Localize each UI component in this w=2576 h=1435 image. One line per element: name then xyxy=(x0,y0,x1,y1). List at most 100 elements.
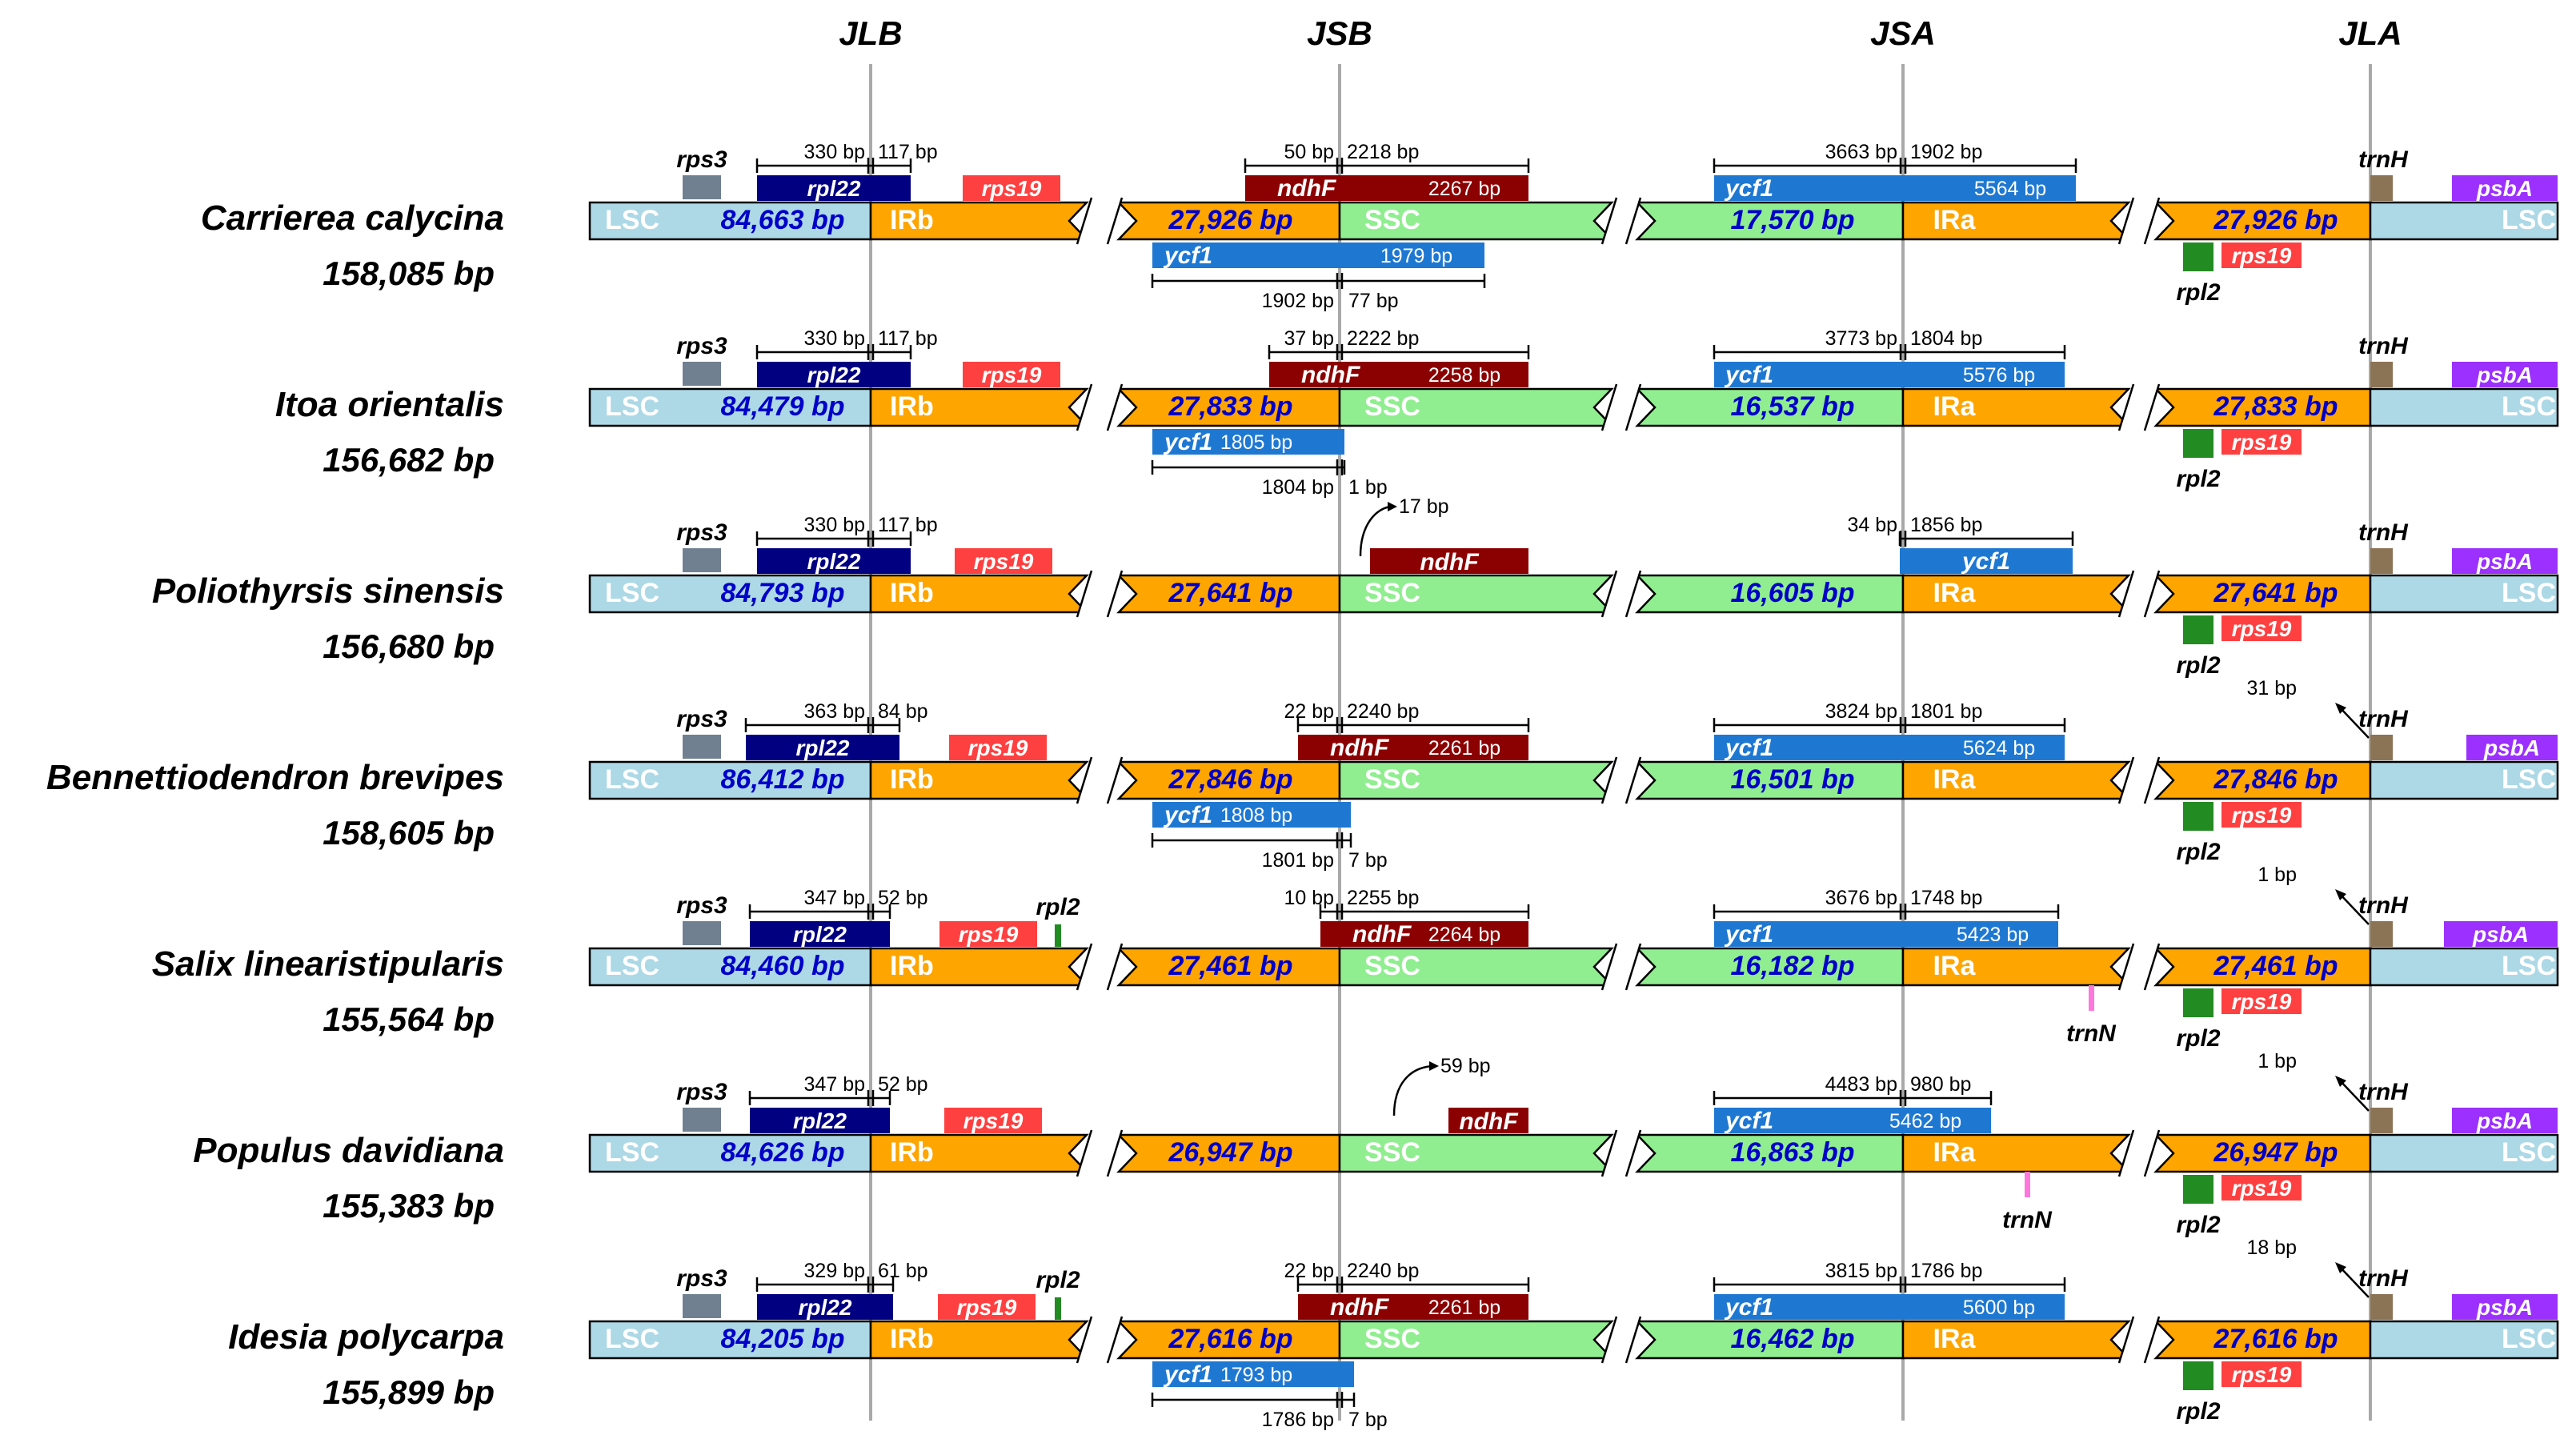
gene-rpl22-label: rpl22 xyxy=(796,736,850,760)
region-label-irb: IRb xyxy=(890,1137,934,1168)
gene-ycf1-small xyxy=(1152,802,1351,828)
break-slash xyxy=(2117,197,2135,245)
ndhF-arrowhead xyxy=(1429,1061,1439,1071)
jla-arrow xyxy=(2338,705,2370,739)
jsa-scale-left-bp: 3815 bp xyxy=(1825,1260,1897,1282)
gene-rps3 xyxy=(683,1108,721,1132)
gene-psbA-label: psbA xyxy=(2472,922,2529,947)
region-label-ira: IRa xyxy=(1933,764,1977,795)
gene-ndhF-length: 2264 bp xyxy=(1428,924,1500,946)
genome-size: 158,085 bp xyxy=(323,255,495,292)
gene-ycf1-small xyxy=(1152,243,1484,268)
species-name: Populus davidiana xyxy=(193,1131,504,1170)
gene-ycf1-length: 5462 bp xyxy=(1889,1110,1961,1132)
jlb-scale-left-bp: 347 bp xyxy=(804,1073,865,1096)
gene-psbA-label: psbA xyxy=(2476,363,2533,387)
gene-rps19-top xyxy=(963,362,1060,387)
gene-ndhF-label: ndhF xyxy=(1420,549,1479,575)
region-ssc-left xyxy=(1338,387,1614,427)
gene-ycf1-small-length: 1805 bp xyxy=(1220,431,1292,454)
gene-ycf1-small-length: 1808 bp xyxy=(1220,804,1292,827)
region-ssc-left xyxy=(1338,1320,1614,1360)
region-label-irb: IRb xyxy=(890,951,934,981)
gene-rps3 xyxy=(683,548,721,572)
break-slash xyxy=(2143,197,2161,245)
break-slash xyxy=(1625,1316,1642,1364)
gene-rps19-top xyxy=(944,1108,1042,1133)
region-ira-right xyxy=(2153,1320,2372,1360)
jsb-bottom-scale-right-bp: 1 bp xyxy=(1348,476,1388,499)
jsa-scale-right-bp: 1804 bp xyxy=(1910,327,1982,350)
jsb-bottom-scale-right-bp: 77 bp xyxy=(1348,290,1399,312)
break-slash xyxy=(1600,943,1618,991)
region-label-irb: IRb xyxy=(890,578,934,608)
region-ssc-right xyxy=(1635,1133,1905,1173)
region-length-ssc: 16,182 bp xyxy=(1731,951,1855,981)
region-label-lsc: LSC xyxy=(605,764,659,795)
gene-ycf1 xyxy=(1714,362,2065,387)
gene-rps19-top-label: rps19 xyxy=(957,1295,1017,1320)
gene-rps3-label: rps3 xyxy=(676,706,727,732)
gene-rpl22 xyxy=(750,1108,890,1133)
gene-rps19-bottom xyxy=(2221,615,2302,641)
gene-trnH-label: trnH xyxy=(2358,1265,2409,1292)
gene-rpl22 xyxy=(757,548,911,574)
genome-size: 156,682 bp xyxy=(323,441,495,479)
jsa-scale-left-bp: 3773 bp xyxy=(1825,327,1897,350)
gene-rps19-bottom-label: rps19 xyxy=(2232,1176,2292,1201)
region-irb-right xyxy=(1116,201,1341,241)
gene-ycf1 xyxy=(1714,921,2058,947)
region-length-lsc: 84,626 bp xyxy=(721,1137,845,1168)
ndhF-arrow xyxy=(1359,505,1392,557)
gene-psbA-label: psbA xyxy=(2483,736,2540,760)
gene-rpl2-bottom-label: rpl2 xyxy=(2176,279,2220,306)
gene-ycf1-small-length: 1793 bp xyxy=(1220,1364,1292,1386)
gene-rps19-top-label: rps19 xyxy=(974,549,1034,574)
gene-ndhF xyxy=(1370,548,1528,574)
break-slash xyxy=(1106,197,1124,245)
region-ssc-left xyxy=(1338,574,1614,614)
gene-rpl2-bottom-label: rpl2 xyxy=(2176,1212,2220,1238)
gene-rpl2-bottom-label: rpl2 xyxy=(2176,1025,2220,1052)
gene-rps19-bottom-label: rps19 xyxy=(2232,989,2292,1014)
jla-arrowhead xyxy=(2335,703,2346,714)
break-gap xyxy=(1602,201,1639,241)
gene-ycf1 xyxy=(1714,1108,1991,1133)
region-length-ira: 27,846 bp xyxy=(2213,764,2338,795)
region-irb-left xyxy=(869,1133,1089,1173)
jsa-scale-left-bp: 34 bp xyxy=(1847,514,1897,536)
gene-rps3-label: rps3 xyxy=(676,1079,727,1105)
break-slash xyxy=(1625,1129,1642,1177)
region-lsc-right xyxy=(2369,1133,2559,1173)
region-ira-right xyxy=(2153,1133,2372,1173)
jlb-scale-right-bp: 61 bp xyxy=(878,1260,928,1282)
gene-rpl2-top xyxy=(1055,1297,1061,1320)
gene-ndhF xyxy=(1269,362,1528,387)
jsa-scale-right-bp: 1748 bp xyxy=(1910,887,1982,909)
region-ira-right xyxy=(2153,947,2372,987)
region-label-lsc: LSC xyxy=(605,391,659,422)
break-slash xyxy=(2143,383,2161,431)
gene-ndhF-label: ndhF xyxy=(1330,735,1389,761)
gene-ndhF-label: ndhF xyxy=(1277,175,1336,202)
region-lsc-left xyxy=(588,1320,872,1360)
break-slash xyxy=(1076,1129,1093,1177)
gene-ndhF xyxy=(1320,921,1528,947)
region-length-irb: 27,641 bp xyxy=(1168,578,1293,608)
gene-rps3 xyxy=(683,1294,721,1318)
gene-psbA xyxy=(2452,175,2558,201)
region-ira-right xyxy=(2153,760,2372,800)
gene-ycf1-length: 5564 bp xyxy=(1974,178,2046,200)
break-gap xyxy=(1602,947,1639,987)
region-irb-right xyxy=(1116,1320,1341,1360)
genome-size: 155,564 bp xyxy=(323,1000,495,1038)
break-slash xyxy=(1625,756,1642,804)
gene-trnH xyxy=(2370,548,2393,574)
region-label-lsc-right: LSC xyxy=(2502,1137,2556,1168)
gene-ndhF-length: 2258 bp xyxy=(1428,364,1500,387)
jla-arrowhead xyxy=(2335,1262,2346,1273)
jlb-scale-left-bp: 330 bp xyxy=(804,141,865,163)
region-irb-left xyxy=(869,947,1089,987)
gene-rpl2-bottom xyxy=(2183,1361,2213,1390)
gene-trnH-label: trnH xyxy=(2358,892,2409,919)
